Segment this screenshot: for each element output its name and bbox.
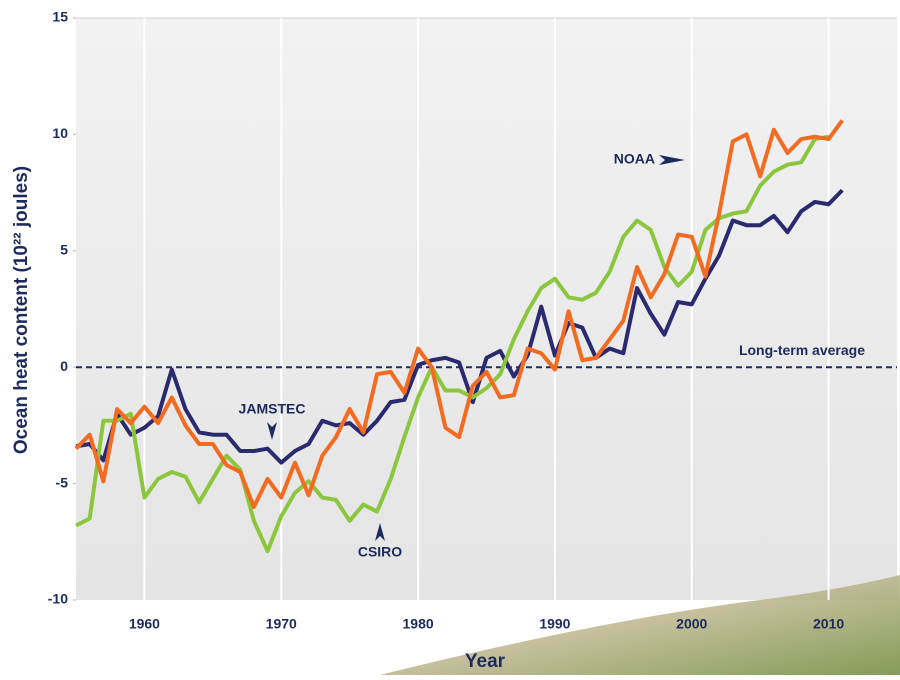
x-tick-label: 2010: [813, 616, 844, 632]
x-tick-label: 2000: [676, 616, 707, 632]
y-tick-label: 5: [60, 242, 68, 258]
landscape-decoration: [380, 575, 900, 675]
x-tick-label: 1970: [266, 616, 297, 632]
y-axis-label: Ocean heat content (10²² joules): [11, 166, 32, 454]
series-label: NOAA: [614, 151, 655, 167]
x-tick-label: 1960: [129, 616, 160, 632]
series-label: JAMSTEC: [239, 401, 306, 417]
y-tick-label: -10: [48, 591, 68, 607]
y-tick-label: 15: [52, 9, 68, 25]
x-axis-label: Year: [465, 651, 506, 672]
plot-area: [76, 18, 897, 600]
series-line: [75, 188, 844, 465]
y-tick-label: 10: [52, 125, 68, 141]
label-arrow: [375, 523, 385, 541]
x-tick-label: 1980: [403, 616, 434, 632]
y-tick-label: -5: [56, 474, 69, 490]
series-label: CSIRO: [358, 544, 402, 560]
series-line: [74, 119, 844, 509]
y-tick-label: 0: [60, 358, 68, 374]
label-arrow: [659, 155, 685, 165]
x-tick-label: 1990: [539, 616, 570, 632]
reference-label: Long-term average: [739, 342, 865, 358]
label-arrow: [267, 422, 277, 440]
series-line: [75, 134, 829, 554]
